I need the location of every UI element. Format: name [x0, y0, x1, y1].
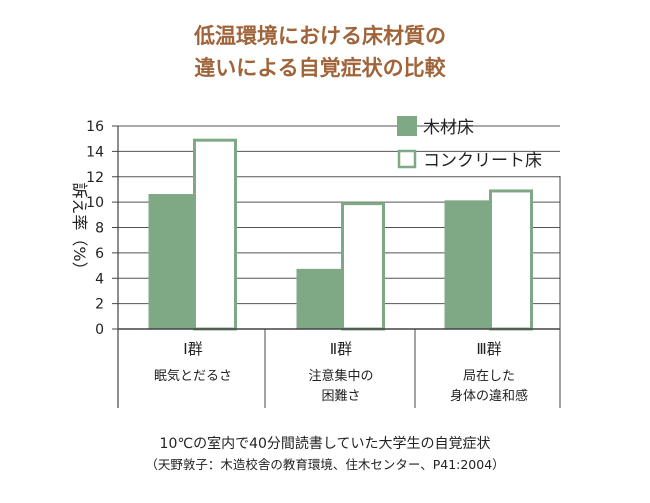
- category-labels: Ⅰ群 眠気とだるさ Ⅱ群 注意集中の 困難さ Ⅲ群 局在した 身体の違和感: [154, 340, 528, 404]
- axis-layer: [117, 126, 561, 408]
- y-tick-label: 6: [95, 246, 104, 262]
- y-tick-layer: 0 2 4 6 8 10 12 14 16: [86, 119, 118, 338]
- chart-title-line: 低温環境における床材質の: [193, 24, 446, 48]
- category-label: Ⅰ群: [183, 340, 202, 358]
- y-tick-label: 14: [86, 144, 104, 160]
- bar-wood: [148, 194, 194, 330]
- y-tick-label: 12: [86, 170, 104, 186]
- bar-concrete: [193, 138, 237, 331]
- bar-wood: [296, 268, 342, 330]
- legend-label: コンクリート床: [423, 151, 542, 171]
- bar-wood: [444, 200, 490, 330]
- category-desc: 注意集中の: [308, 368, 373, 384]
- caption-line: 10℃の室内で40分間読書していた大学生の自覚症状: [160, 435, 491, 452]
- category-desc: 身体の違和感: [450, 388, 528, 404]
- y-axis-label: 訴え率（%）: [70, 182, 89, 277]
- bar-concrete: [341, 202, 385, 331]
- category-label: Ⅲ群: [476, 340, 501, 358]
- category-desc: 眠気とだるさ: [154, 368, 232, 384]
- category-desc: 局在した: [463, 369, 515, 384]
- y-tick-label: 8: [95, 221, 104, 237]
- legend-label: 木材床: [423, 118, 474, 138]
- category-desc: 困難さ: [321, 389, 360, 404]
- legend-swatch-concrete: [397, 149, 417, 169]
- y-tick-label: 16: [86, 119, 104, 135]
- category-label: Ⅱ群: [330, 340, 352, 358]
- legend: 木材床 コンクリート床: [397, 116, 542, 171]
- y-tick-label: 4: [95, 271, 104, 287]
- chart-title-line: 違いによる自覚症状の比較: [194, 56, 446, 80]
- y-tick-label: 0: [95, 322, 104, 338]
- bar-concrete: [489, 189, 533, 331]
- y-tick-label: 10: [86, 195, 104, 211]
- caption-source: （天野敦子：木造校舎の教育環境、住木センター、P41:2004）: [145, 457, 504, 472]
- legend-swatch-wood: [397, 116, 417, 136]
- y-tick-label: 2: [95, 297, 104, 313]
